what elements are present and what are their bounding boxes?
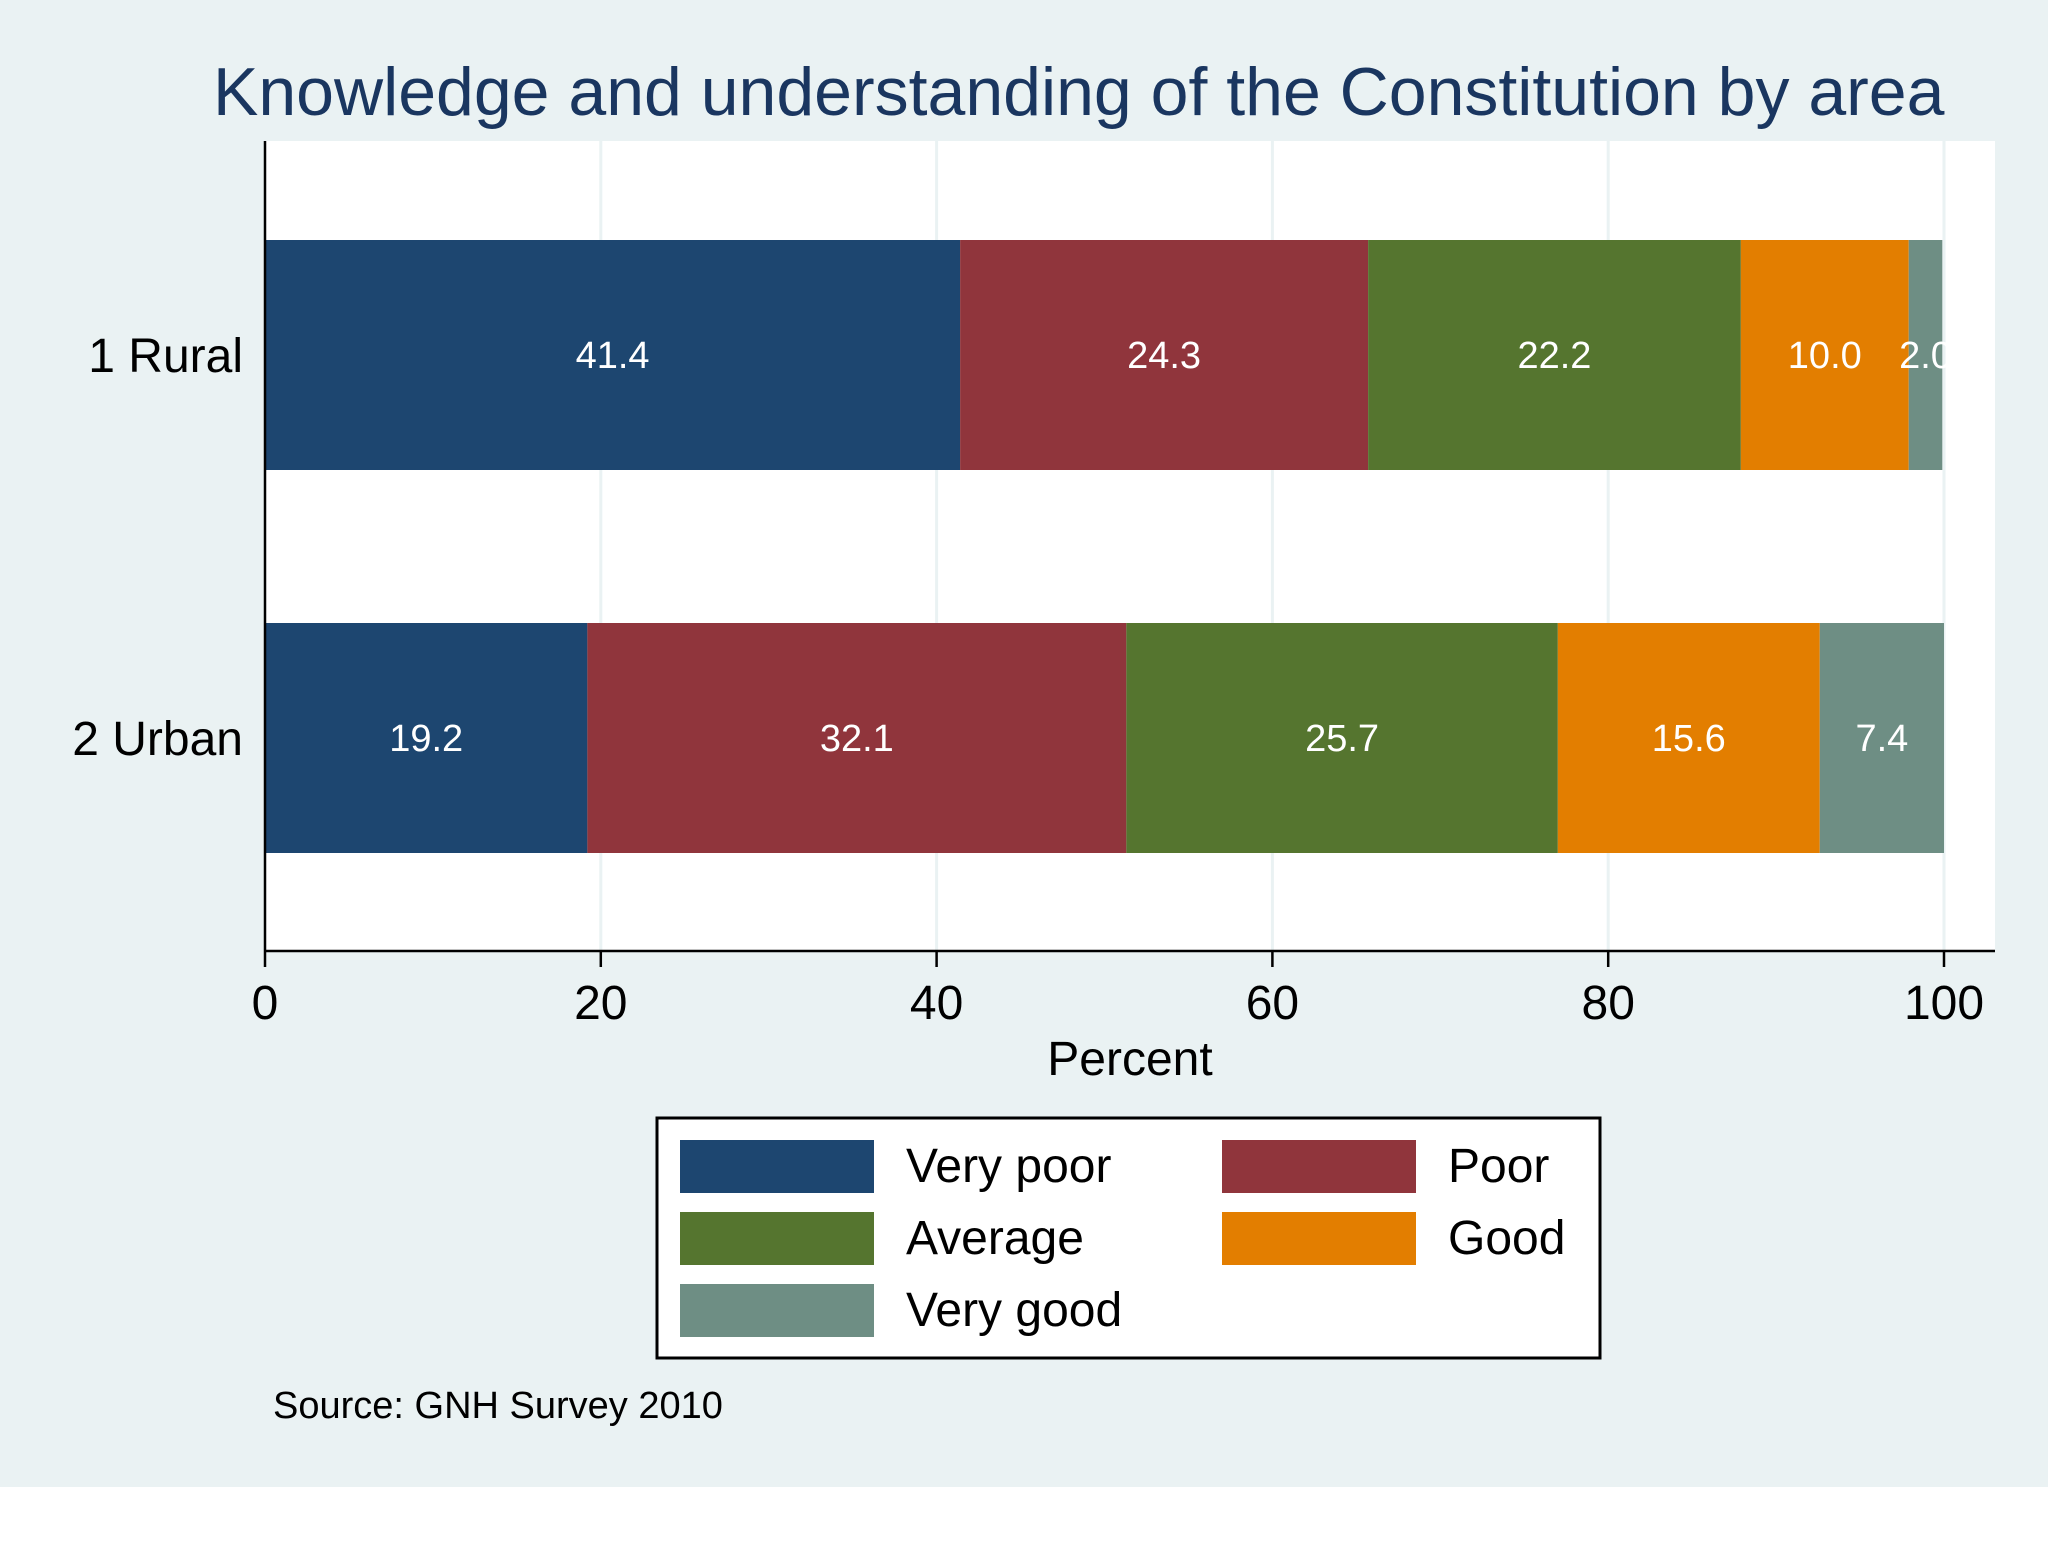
bar-value-label: 7.4	[1855, 718, 1908, 760]
legend-label: Average	[906, 1212, 1084, 1265]
bar-segment	[265, 240, 961, 470]
legend-swatch	[680, 1140, 874, 1193]
legend-swatch	[680, 1212, 874, 1265]
bar-segment	[1819, 623, 1944, 853]
bar-segment	[1126, 623, 1558, 853]
x-tick-label: 100	[1904, 977, 1984, 1030]
bar-value-label: 32.1	[820, 718, 894, 760]
y-tick-label: 2 Urban	[72, 713, 243, 766]
legend-label: Very poor	[906, 1140, 1111, 1193]
legend: Very poor Poor Average Good Very good	[655, 1116, 1602, 1360]
x-axis-label: Percent	[1047, 1033, 1212, 1086]
bar-segment	[1740, 240, 1909, 470]
chart-title: Knowledge and understanding of the Const…	[213, 54, 1945, 130]
bar-segment	[587, 623, 1127, 853]
bar-segment	[1557, 623, 1820, 853]
bar-segment	[1368, 240, 1741, 470]
legend-swatch	[680, 1284, 874, 1337]
x-tick-label: 0	[252, 977, 279, 1030]
y-tick-label: 1 Rural	[88, 330, 243, 383]
legend-swatch	[1222, 1140, 1416, 1193]
plot-area: 41.4 24.3 22.2 10.0 2.0 1 Rural 19.2 32.1 25.7 15…	[72, 141, 1995, 1030]
bar-segment	[960, 240, 1369, 470]
legend-label: Poor	[1448, 1140, 1549, 1193]
x-tick-label: 80	[1582, 977, 1635, 1030]
bar-value-label: 22.2	[1517, 335, 1591, 377]
legend-label: Good	[1448, 1212, 1565, 1265]
bar-segment	[265, 623, 588, 853]
bar-value-label: 2.0	[1899, 335, 1952, 377]
bar-value-label: 15.6	[1652, 718, 1726, 760]
bar-segment	[1908, 240, 1943, 470]
bar-value-label: 10.0	[1788, 335, 1862, 377]
legend-label: Very good	[906, 1284, 1122, 1337]
source-note: Source: GNH Survey 2010	[273, 1385, 723, 1427]
x-tick-label: 20	[574, 977, 627, 1030]
legend-swatch	[1222, 1212, 1416, 1265]
x-tick-label: 60	[1246, 977, 1299, 1030]
bar-value-label: 19.2	[389, 718, 463, 760]
bar-value-label: 41.4	[576, 335, 650, 377]
bar-value-label: 25.7	[1305, 718, 1379, 760]
x-tick-label: 40	[910, 977, 963, 1030]
bar-value-label: 24.3	[1127, 335, 1201, 377]
